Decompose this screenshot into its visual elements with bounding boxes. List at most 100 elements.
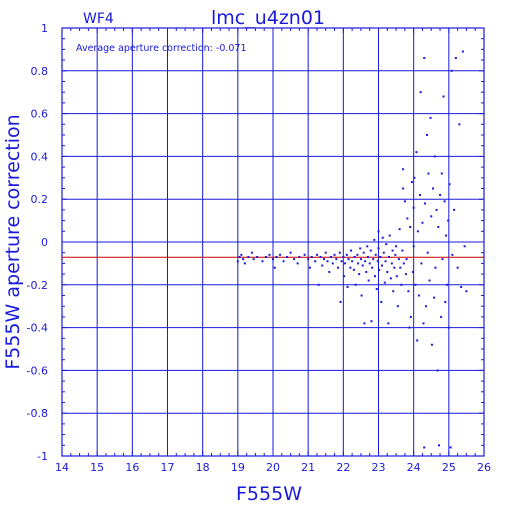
data-point [414,283,417,286]
data-point [409,315,412,318]
data-point [451,253,454,256]
data-point [396,305,399,308]
data-point [357,262,360,265]
data-point [369,249,372,252]
data-point [335,258,338,261]
data-point [408,326,411,329]
data-point [303,253,306,256]
x-tick-label: 25 [442,461,456,474]
data-point [448,183,451,186]
data-point [359,258,362,261]
data-point [443,200,446,203]
data-point [402,187,405,190]
y-tick-label: 0.2 [31,193,49,206]
data-point [395,245,398,248]
data-point [399,266,402,269]
data-point [398,228,401,231]
data-point [384,260,387,263]
data-point [345,253,348,256]
data-point [250,251,253,254]
data-point [412,245,415,248]
data-point [322,258,325,261]
data-point [242,258,245,261]
data-point [362,251,365,254]
data-point [444,300,447,303]
data-point [272,258,274,261]
data-point [407,290,410,293]
data-point [397,258,400,261]
data-point [275,255,278,258]
data-point [412,206,415,209]
data-point [314,260,317,263]
data-point [402,168,405,171]
data-point [339,300,342,303]
data-point [424,305,427,308]
data-point [377,230,380,233]
data-point [264,255,267,258]
y-tick-label: -1 [37,450,48,463]
x-tick-label: 15 [90,461,104,474]
data-point [366,255,369,258]
data-point [268,253,271,256]
data-point [333,253,336,256]
data-point [394,253,397,256]
data-point [350,249,353,252]
y-tick-label: -0.2 [27,279,48,292]
data-point [440,172,443,175]
y-tick-label: -0.8 [27,407,48,420]
y-tick-label: 0 [41,236,48,249]
data-point [289,251,292,254]
data-point [243,262,246,265]
data-point [324,251,327,254]
data-point [385,243,388,246]
data-point [423,56,426,59]
data-point [344,262,347,265]
data-point [460,285,463,288]
x-tick-label: 14 [55,461,69,474]
data-point [356,253,359,256]
data-point [441,258,444,261]
data-point [449,446,452,449]
data-point [456,266,459,269]
x-tick-label: 17 [161,461,175,474]
data-point [363,322,366,325]
data-point [374,253,377,256]
data-point [370,320,373,323]
x-tick-label: 26 [477,461,491,474]
data-point [321,264,324,267]
data-point [418,193,421,196]
data-point [337,266,340,269]
data-point [361,264,364,267]
data-point [273,266,276,269]
data-point [343,275,346,278]
data-point [436,369,439,372]
data-point [388,234,391,237]
data-point [437,444,440,447]
data-point [377,247,380,250]
data-point [395,275,398,278]
y-tick-label: 0.4 [31,150,49,163]
data-point [383,281,386,284]
data-point [380,300,383,303]
data-point [382,251,385,254]
data-point [308,266,311,269]
data-point [413,176,416,179]
data-point [445,234,448,237]
data-point [405,258,408,261]
y-axis-label: F555W aperture correction [2,114,24,369]
data-point [358,273,361,276]
data-point [354,283,357,286]
data-point [279,253,282,256]
data-point [338,251,341,254]
data-point [282,260,285,263]
y-tick-labels: -1 -0.8 -0.6 -0.4 -0.2 0 0.2 0.4 0.6 0.8 1 [27,22,48,463]
data-point [437,226,440,229]
data-point [442,95,445,98]
data-point [433,155,436,158]
data-point [238,255,241,258]
data-point [360,294,363,297]
data-point [458,123,461,126]
x-tick-label: 22 [336,461,350,474]
data-points [236,50,468,449]
